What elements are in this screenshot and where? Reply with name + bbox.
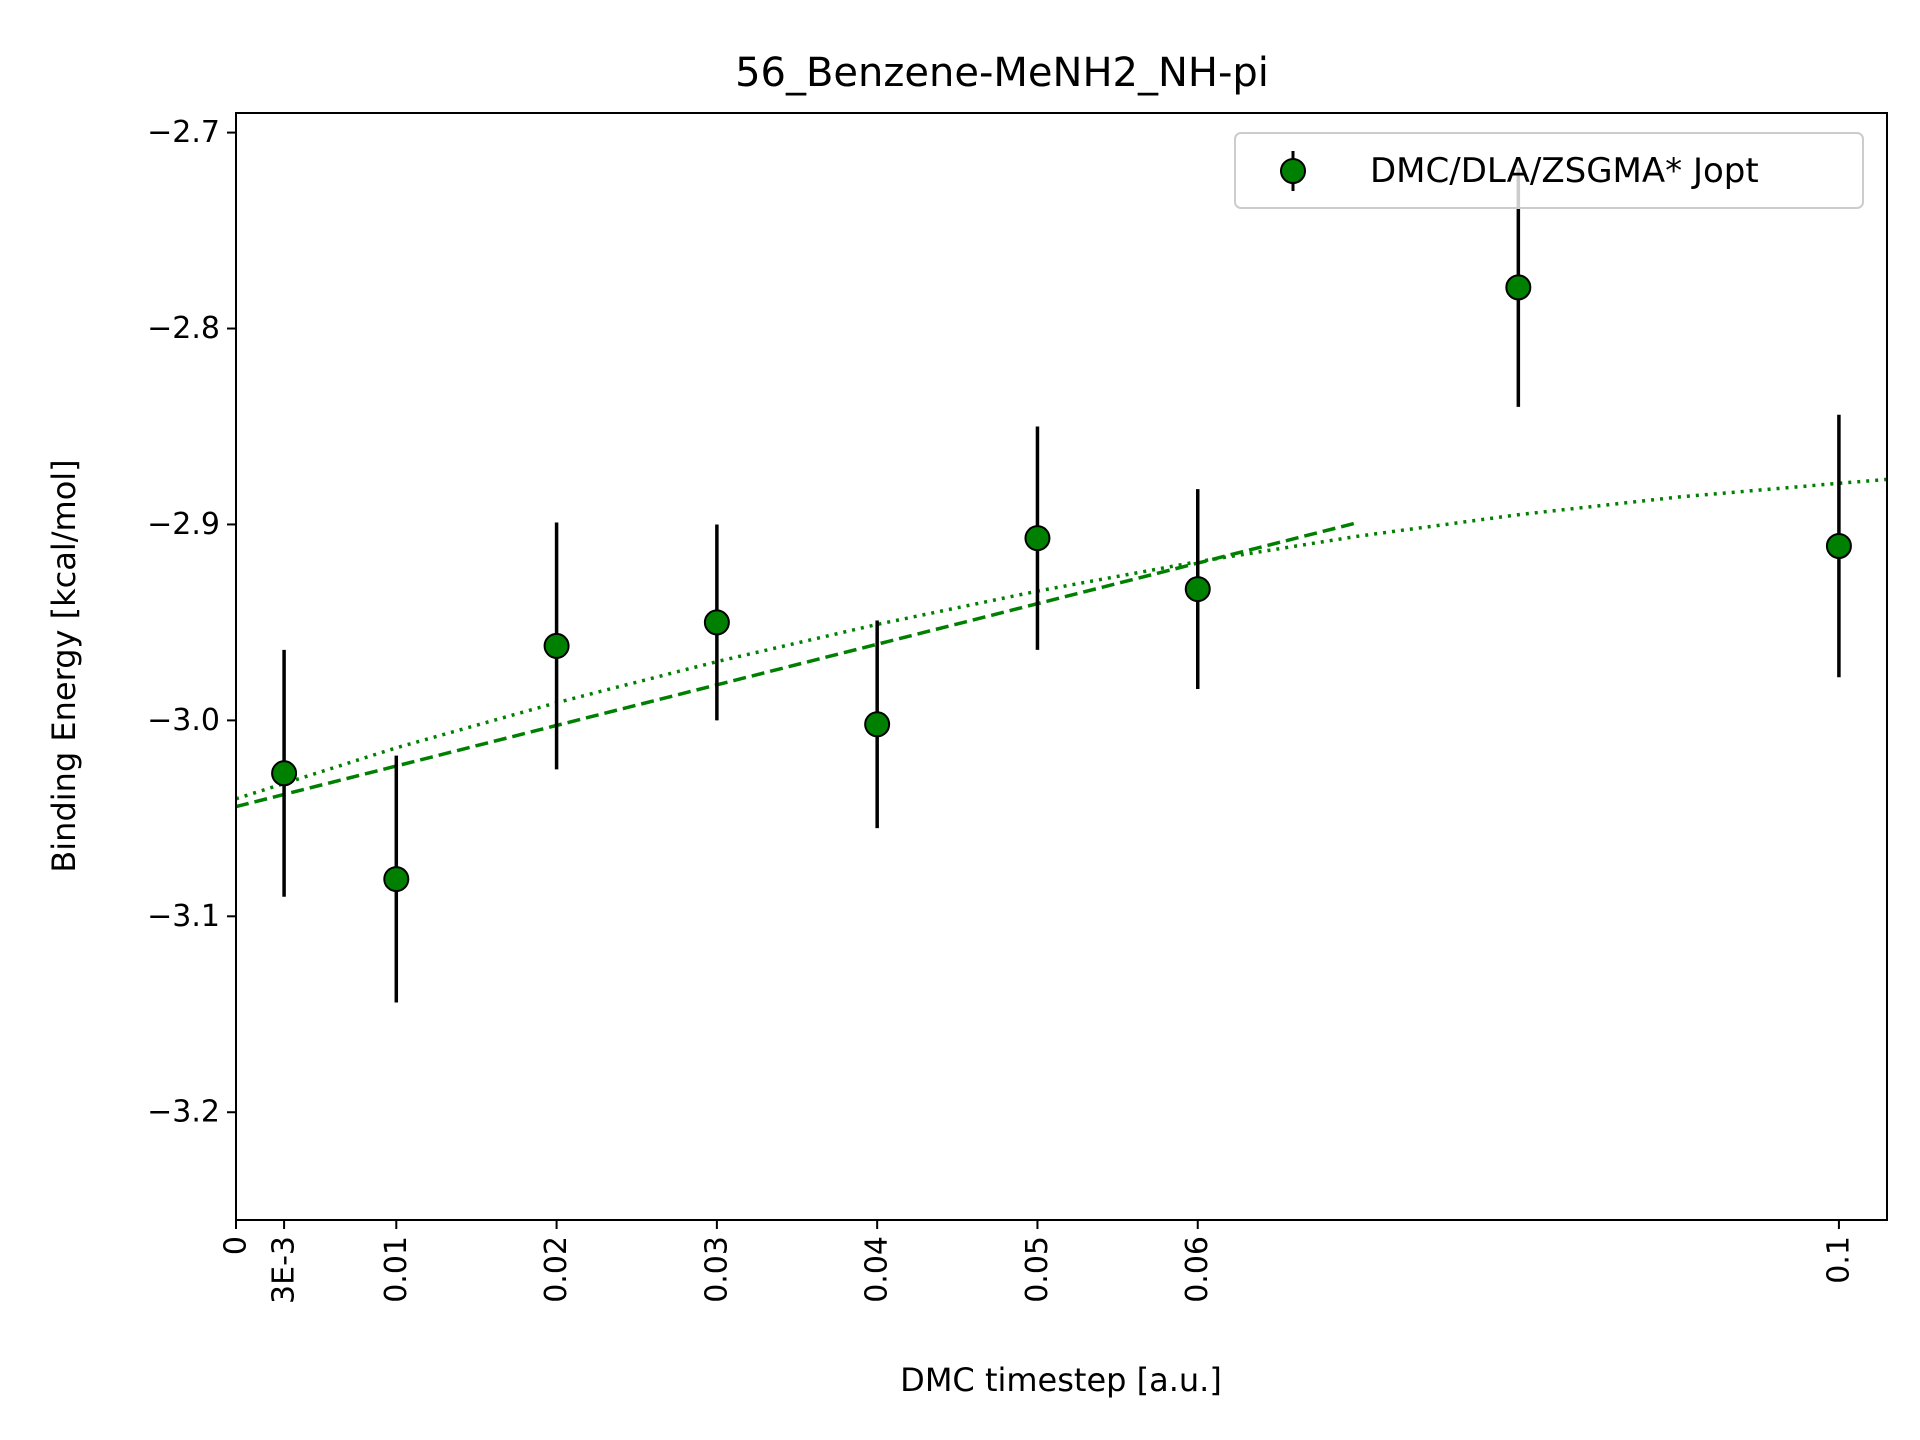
data-point: [864, 711, 891, 738]
data-point: [1024, 525, 1051, 552]
data-point: [271, 760, 298, 787]
data-point: [703, 609, 730, 636]
legend-label: DMC/DLA/ZSGMA* Jopt: [1370, 151, 1759, 191]
legend-marker: [1280, 158, 1306, 184]
data-point: [1184, 576, 1211, 603]
x-tick-label: 0.06: [1180, 1236, 1215, 1303]
data-point: [543, 632, 570, 659]
x-tick-label: 0.03: [699, 1236, 734, 1303]
x-tick-label: 0.02: [539, 1236, 574, 1303]
y-ticks: −2.7 −2.8 −2.9 −3.0 −3.1 −3.2: [147, 115, 236, 1130]
legend: DMC/DLA/ZSGMA* Jopt: [1234, 132, 1864, 209]
y-tick-label: −3.0: [147, 703, 220, 738]
y-tick-label: −3.2: [147, 1095, 220, 1130]
chart-title: 56_Benzene-MeNH2_NH-pi: [735, 50, 1269, 96]
legend-box: [1234, 132, 1864, 209]
x-tick-label: 0: [219, 1236, 254, 1255]
x-ticks: 0 3E-3 0.01 0.02 0.03 0.04 0.05 0.06 0.1: [219, 1220, 1856, 1304]
plot-frame: [235, 112, 1888, 1221]
data-points: [271, 274, 1852, 893]
data-point: [1825, 533, 1852, 560]
y-axis-label: Binding Energy [kcal/mol]: [45, 459, 83, 872]
x-axis-label: DMC timestep [a.u.]: [900, 1361, 1222, 1399]
data-point: [383, 866, 410, 893]
y-tick-label: −2.9: [147, 507, 220, 542]
data-point: [1505, 274, 1532, 301]
y-tick-label: −3.1: [147, 899, 220, 934]
y-tick-label: −2.7: [147, 115, 220, 150]
fit-lines: [235, 477, 1888, 809]
x-tick-label: 0.1: [1821, 1236, 1856, 1284]
x-tick-label: 0.05: [1020, 1236, 1055, 1303]
x-tick-label: 0.01: [379, 1236, 414, 1303]
y-tick-label: −2.8: [147, 311, 220, 346]
linear-fit-line: [235, 520, 1359, 809]
x-tick-label: 0.04: [860, 1236, 895, 1303]
dotted-fit-line: [235, 477, 1888, 801]
x-tick-label: 3E-3: [267, 1236, 302, 1304]
